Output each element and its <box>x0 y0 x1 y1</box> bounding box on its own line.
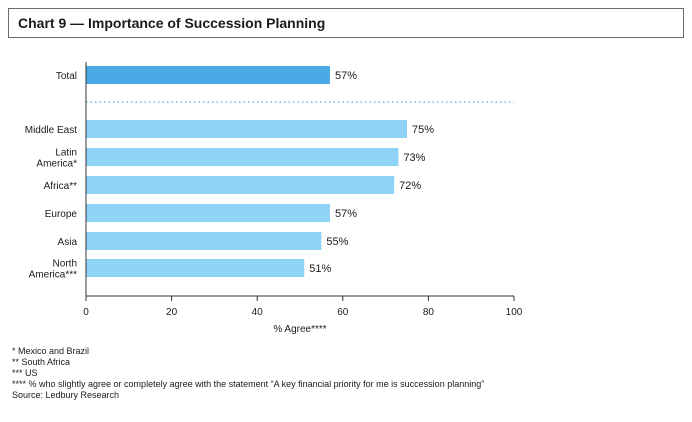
x-tick-label: 20 <box>166 307 178 318</box>
value-label: 57% <box>335 208 357 220</box>
footnote: ** South Africa <box>12 357 71 367</box>
bar <box>86 176 395 194</box>
value-label: 55% <box>326 236 348 248</box>
footnotes: * Mexico and Brazil ** South Africa *** … <box>12 346 484 401</box>
chart-title-box: Chart 9 — Importance of Succession Plann… <box>8 8 684 38</box>
category-label: Europe <box>45 209 78 220</box>
bar <box>86 232 322 250</box>
x-axis-label: % Agree**** <box>273 324 326 335</box>
x-tick-label: 40 <box>252 307 264 318</box>
category-label: North <box>53 259 77 270</box>
bar <box>86 204 330 222</box>
value-label: 51% <box>309 263 331 275</box>
x-tick-label: 100 <box>506 307 523 318</box>
x-tick-label: 60 <box>337 307 349 318</box>
value-label: 75% <box>412 124 434 136</box>
source-note: Source: Ledbury Research <box>12 390 120 400</box>
category-label: Africa** <box>44 181 77 192</box>
category-label: Total <box>56 71 77 82</box>
category-label: America* <box>36 159 77 170</box>
x-tick-label: 0 <box>83 307 89 318</box>
category-label: Asia <box>58 237 78 248</box>
bar-total <box>86 66 330 84</box>
value-label: 57% <box>335 70 357 82</box>
footnote: * Mexico and Brazil <box>12 346 90 356</box>
value-label: 73% <box>403 152 425 164</box>
footnote: **** % who slightly agree or completely … <box>12 379 485 389</box>
bar <box>86 120 407 138</box>
category-label: Middle East <box>25 125 77 136</box>
category-label: Latin <box>55 148 77 159</box>
value-label: 72% <box>399 180 421 192</box>
bar <box>86 259 305 277</box>
category-label: America*** <box>29 270 77 281</box>
x-tick-label: 80 <box>423 307 435 318</box>
chart-title: Chart 9 — Importance of Succession Plann… <box>18 15 326 31</box>
footnote: *** US <box>12 368 38 378</box>
bar <box>86 148 399 166</box>
